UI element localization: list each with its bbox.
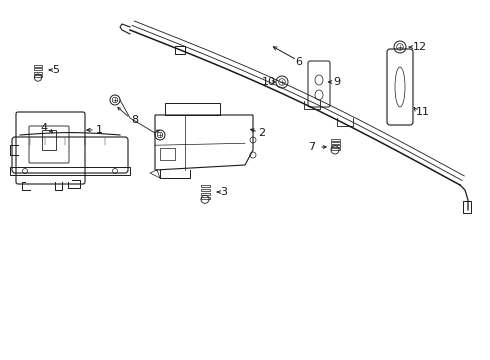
Bar (10, 167, 130, 175)
Text: 5: 5 (52, 65, 59, 75)
Bar (200, 193, 210, 195)
Text: 9: 9 (333, 77, 340, 87)
Text: 12: 12 (413, 42, 427, 52)
Text: 7: 7 (308, 142, 315, 152)
Bar (330, 139, 340, 140)
Text: 10: 10 (262, 77, 276, 87)
Bar (200, 197, 210, 199)
Bar (160, 148, 175, 160)
Text: 1: 1 (96, 125, 103, 135)
Text: 2: 2 (258, 128, 265, 138)
Bar (165, 103, 220, 115)
Bar (34, 75, 42, 77)
Bar (174, 46, 185, 54)
Bar (330, 142, 340, 144)
Bar (200, 185, 210, 187)
Text: 6: 6 (295, 57, 302, 67)
Bar (34, 65, 42, 67)
Text: 8: 8 (131, 115, 139, 125)
Text: 4: 4 (40, 123, 47, 133)
Bar (200, 189, 210, 191)
Text: 3: 3 (220, 187, 227, 197)
Bar (34, 72, 42, 74)
Bar (34, 68, 42, 71)
Bar (463, 201, 471, 213)
Bar (330, 148, 340, 150)
Bar (330, 145, 340, 147)
Bar (42, 130, 56, 150)
Text: 11: 11 (416, 107, 430, 117)
